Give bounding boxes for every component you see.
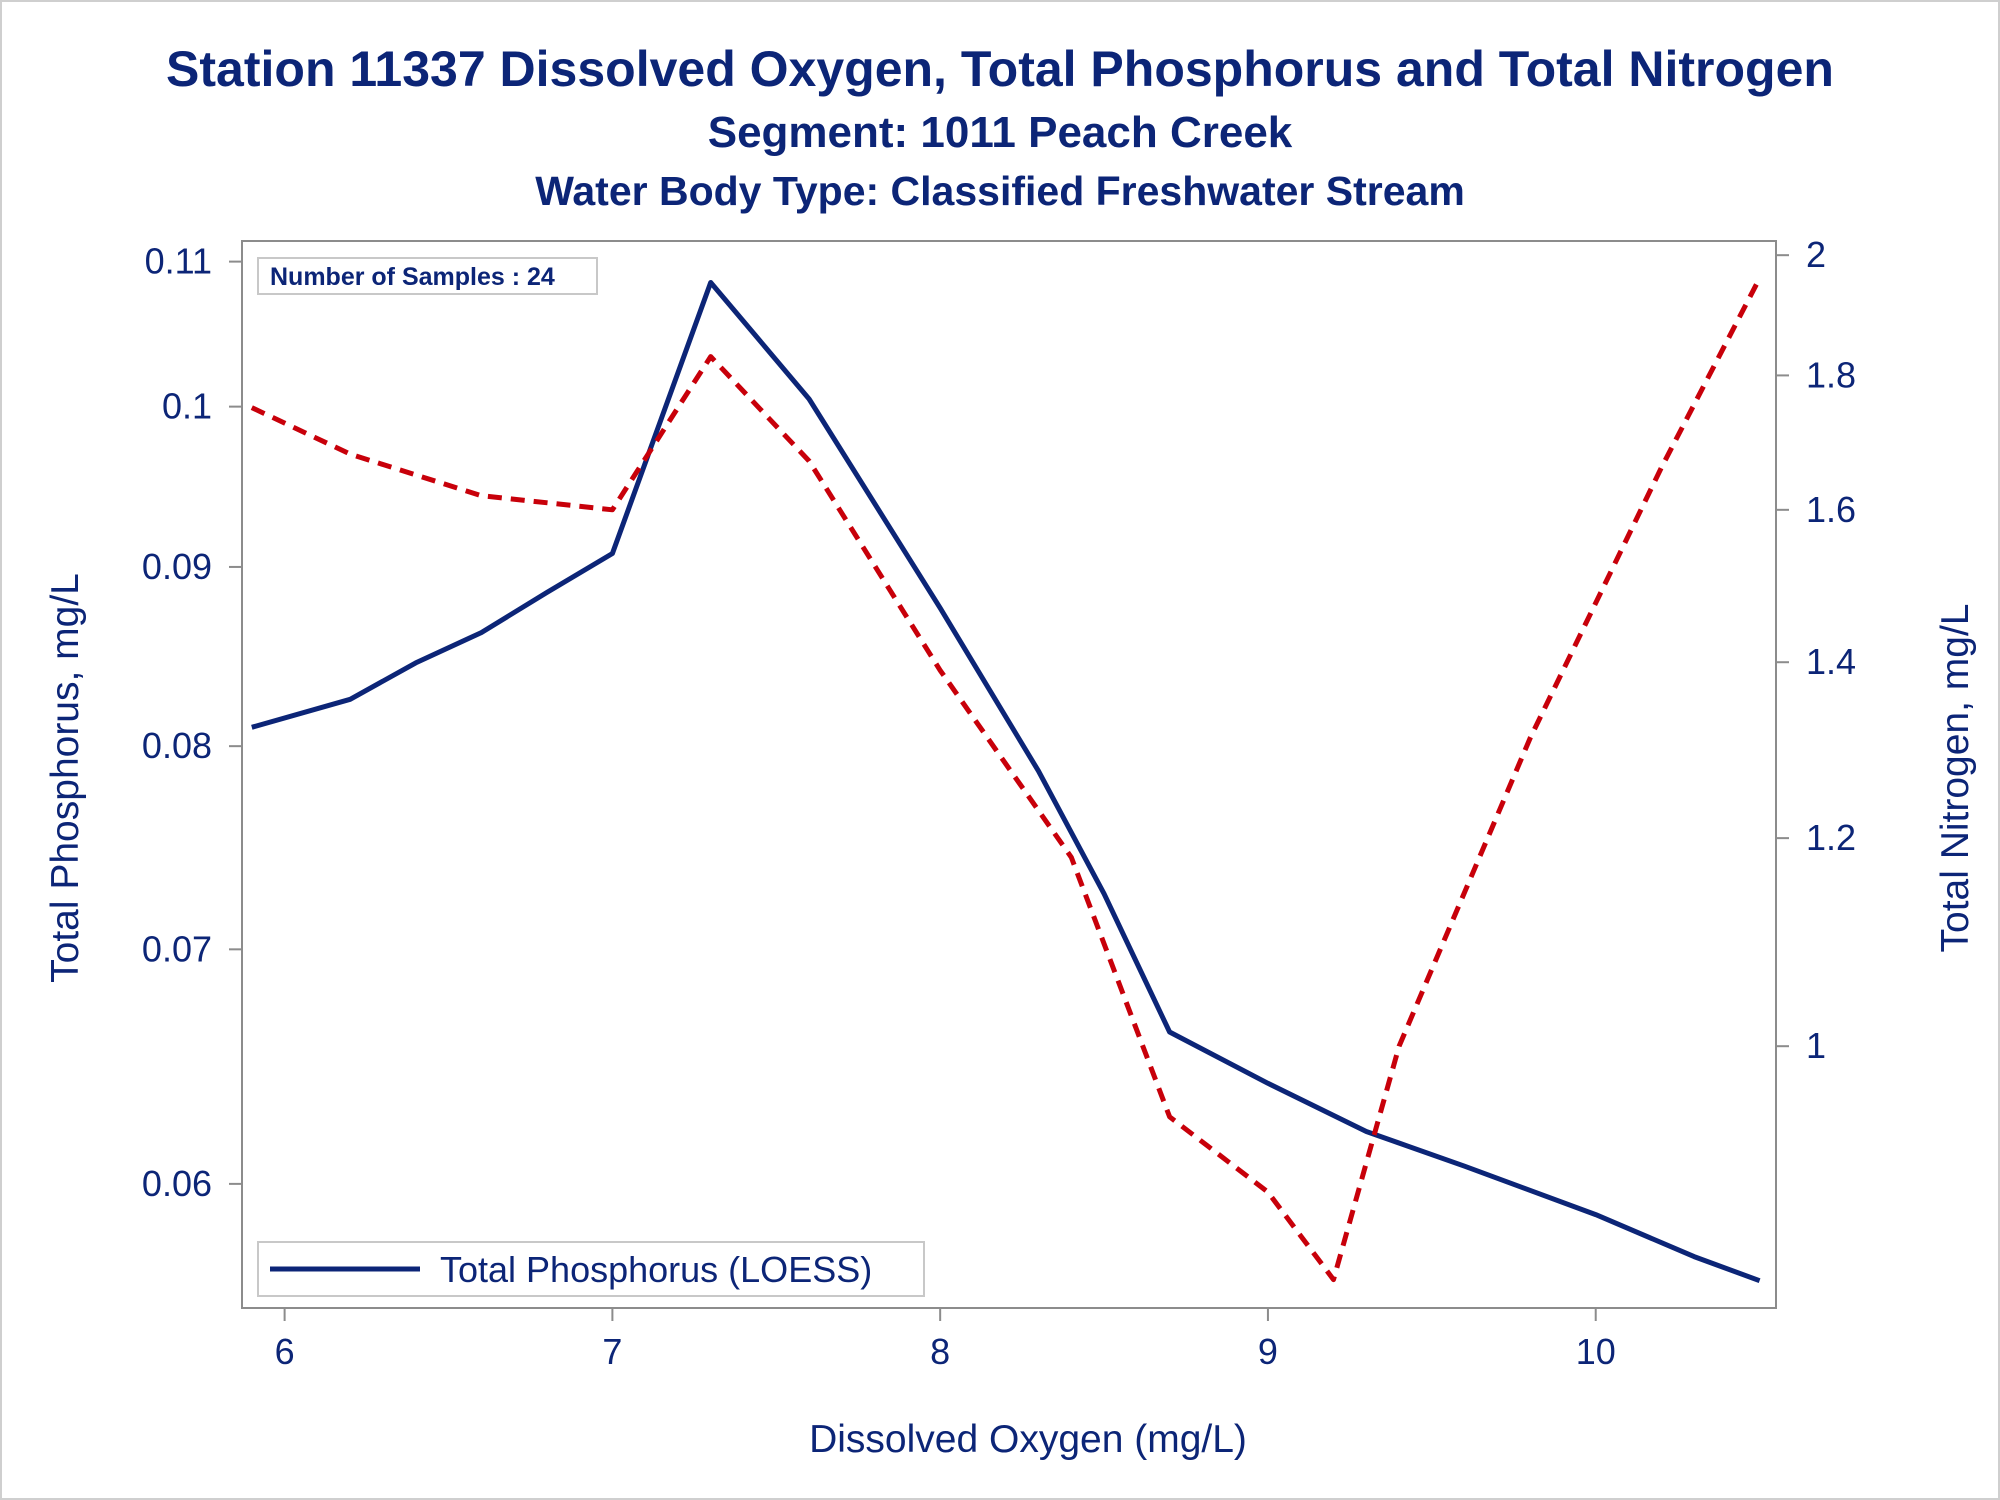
y-right-tick-label: 1 <box>1806 1025 1826 1066</box>
axes-layer: 6 7 8 9 10 0.06 0.07 0.08 0.09 0.1 0.11 1 1.2 1.4 1.6 1… <box>142 234 1856 1372</box>
y-right-tick-label: 2 <box>1806 234 1826 275</box>
sample-count-label: Number of Samples : 24 <box>270 263 555 291</box>
chart-subtitle-water-body: Water Body Type: Classified Freshwater S… <box>535 168 1465 214</box>
sample-count-inset: Number of Samples : 24 <box>257 257 598 295</box>
y-left-tick-label: 0.1 <box>162 386 212 427</box>
chart-subtitle-segment: Segment: 1011 Peach Creek <box>707 108 1293 157</box>
y-left-tick-label: 0.11 <box>145 241 212 282</box>
y-left-tick-label: 0.08 <box>142 725 212 766</box>
y-left-tick-label: 0.09 <box>142 546 212 587</box>
y-left-tick-label: 0.06 <box>142 1163 212 1204</box>
y-left-tick-label: 0.07 <box>142 928 212 969</box>
x-tick-label: 8 <box>930 1331 950 1372</box>
chart-title: Station 11337 Dissolved Oxygen, Total Ph… <box>166 41 1834 97</box>
y-right-tick-label: 1.8 <box>1806 354 1856 395</box>
x-tick-label: 6 <box>275 1331 295 1372</box>
x-axis-title: Dissolved Oxygen (mg/L) <box>809 1418 1247 1461</box>
y-right-tick-label: 1.6 <box>1806 489 1856 530</box>
series-line-total-phosphorus <box>251 280 1761 1284</box>
y-right-tick-label: 1.4 <box>1806 641 1856 682</box>
y-axis-right-title: Total Nitrogen, mg/L <box>1934 603 1977 952</box>
legend: Total Phosphorus (LOESS) <box>257 1241 925 1297</box>
y-axis-left-title: Total Phosphorus, mg/L <box>44 573 87 983</box>
plot-area-border <box>241 240 1777 1309</box>
series-line-total-nitrogen <box>250 277 1762 1283</box>
legend-box <box>257 1241 925 1297</box>
x-tick-label: 9 <box>1258 1331 1278 1372</box>
legend-label-phosphorus: Total Phosphorus (LOESS) <box>440 1249 872 1290</box>
series-layer <box>250 277 1762 1284</box>
y-right-tick-label: 1.2 <box>1806 817 1856 858</box>
x-tick-label: 10 <box>1576 1331 1616 1372</box>
sample-count-box <box>257 257 598 295</box>
x-tick-label: 7 <box>602 1331 622 1372</box>
